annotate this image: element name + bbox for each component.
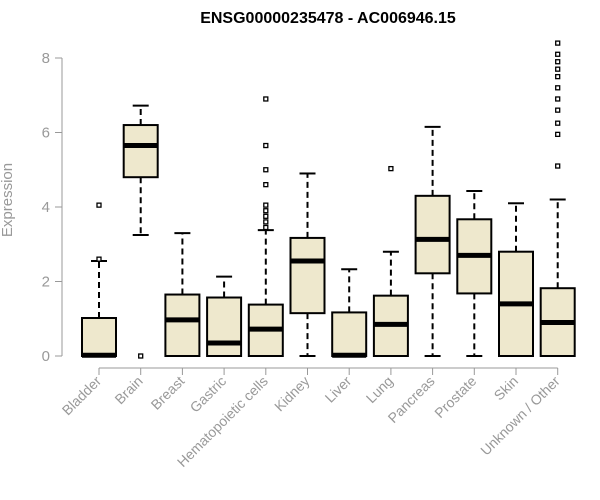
x-tick-label: Prostate — [431, 373, 479, 421]
box-lung — [372, 165, 409, 357]
box-bladder — [81, 202, 117, 358]
outlier-point — [555, 66, 561, 72]
x-tick-label: Lung — [363, 373, 396, 406]
box-brain — [122, 104, 159, 359]
outlier-point — [555, 73, 561, 80]
outlier-point — [555, 96, 561, 102]
box-skin — [498, 202, 534, 357]
outlier-point — [555, 51, 561, 57]
outlier-point — [96, 202, 102, 208]
x-tick-label: Liver — [322, 373, 355, 406]
outlier-point — [263, 208, 269, 214]
outlier-point — [555, 59, 561, 65]
outlier-point — [263, 224, 269, 231]
outlier-point — [555, 107, 561, 113]
box-body — [81, 317, 117, 358]
boxes — [81, 40, 576, 359]
x-tick-label: Bladder — [59, 373, 105, 419]
box-body — [414, 194, 451, 275]
outlier-point — [263, 142, 269, 149]
outlier-point — [388, 165, 394, 172]
box-body — [331, 311, 368, 358]
box-pancreas — [414, 125, 451, 357]
x-tick-label: Skin — [491, 373, 522, 404]
x-tick-label: Brain — [111, 373, 145, 407]
outlier-point — [263, 96, 269, 102]
outlier-point — [263, 202, 269, 208]
y-tick-label: 2 — [42, 274, 50, 291]
box-breast — [164, 232, 201, 358]
outlier-point — [555, 131, 561, 138]
y-tick-label: 4 — [42, 199, 50, 216]
x-tick-label: Breast — [148, 373, 188, 413]
y-axis: 0 2 4 6 8 — [42, 50, 63, 365]
x-tick-label: Unknown / Other — [477, 373, 563, 459]
y-axis-label: Expression — [0, 163, 16, 237]
outlier-point — [138, 353, 144, 359]
box-body — [206, 296, 243, 357]
box-liver — [331, 268, 368, 358]
outlier-point — [555, 85, 561, 91]
chart-title: ENSG00000235478 - AC006946.15 — [200, 10, 456, 27]
y-tick-label: 0 — [42, 348, 50, 365]
box-body — [289, 236, 326, 315]
box-body — [122, 124, 159, 179]
outlier-point — [555, 40, 561, 46]
outlier-point — [555, 163, 561, 169]
outlier-point — [555, 120, 561, 126]
outlier-point — [263, 219, 269, 225]
box-gastric — [206, 275, 243, 357]
y-tick-label: 8 — [42, 50, 50, 67]
box-prostate — [456, 189, 493, 357]
outlier-point — [263, 213, 269, 219]
box-hematopoietic-cells — [247, 96, 284, 357]
box-body — [164, 293, 201, 358]
box-kidney — [289, 172, 326, 357]
y-tick-label: 6 — [42, 125, 50, 142]
outlier-point — [263, 167, 269, 173]
x-tick-label: Kidney — [271, 373, 313, 415]
outlier-point — [263, 181, 269, 188]
outlier-point — [96, 256, 102, 262]
box-unknown-other — [539, 40, 576, 357]
